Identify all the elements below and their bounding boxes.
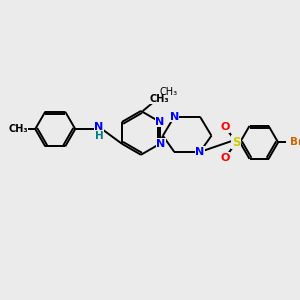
Text: S: S — [232, 136, 240, 149]
Text: N: N — [170, 112, 179, 122]
Text: H: H — [95, 131, 103, 141]
Text: CH₃: CH₃ — [8, 124, 28, 134]
Text: N: N — [155, 117, 164, 127]
Text: O: O — [220, 153, 230, 163]
Text: O: O — [220, 122, 230, 132]
Text: N: N — [195, 147, 205, 157]
Text: CH₃: CH₃ — [159, 87, 177, 97]
Text: N: N — [94, 122, 104, 132]
Text: CH₃: CH₃ — [149, 94, 169, 103]
Text: Br: Br — [290, 137, 300, 147]
Text: N: N — [156, 139, 166, 149]
